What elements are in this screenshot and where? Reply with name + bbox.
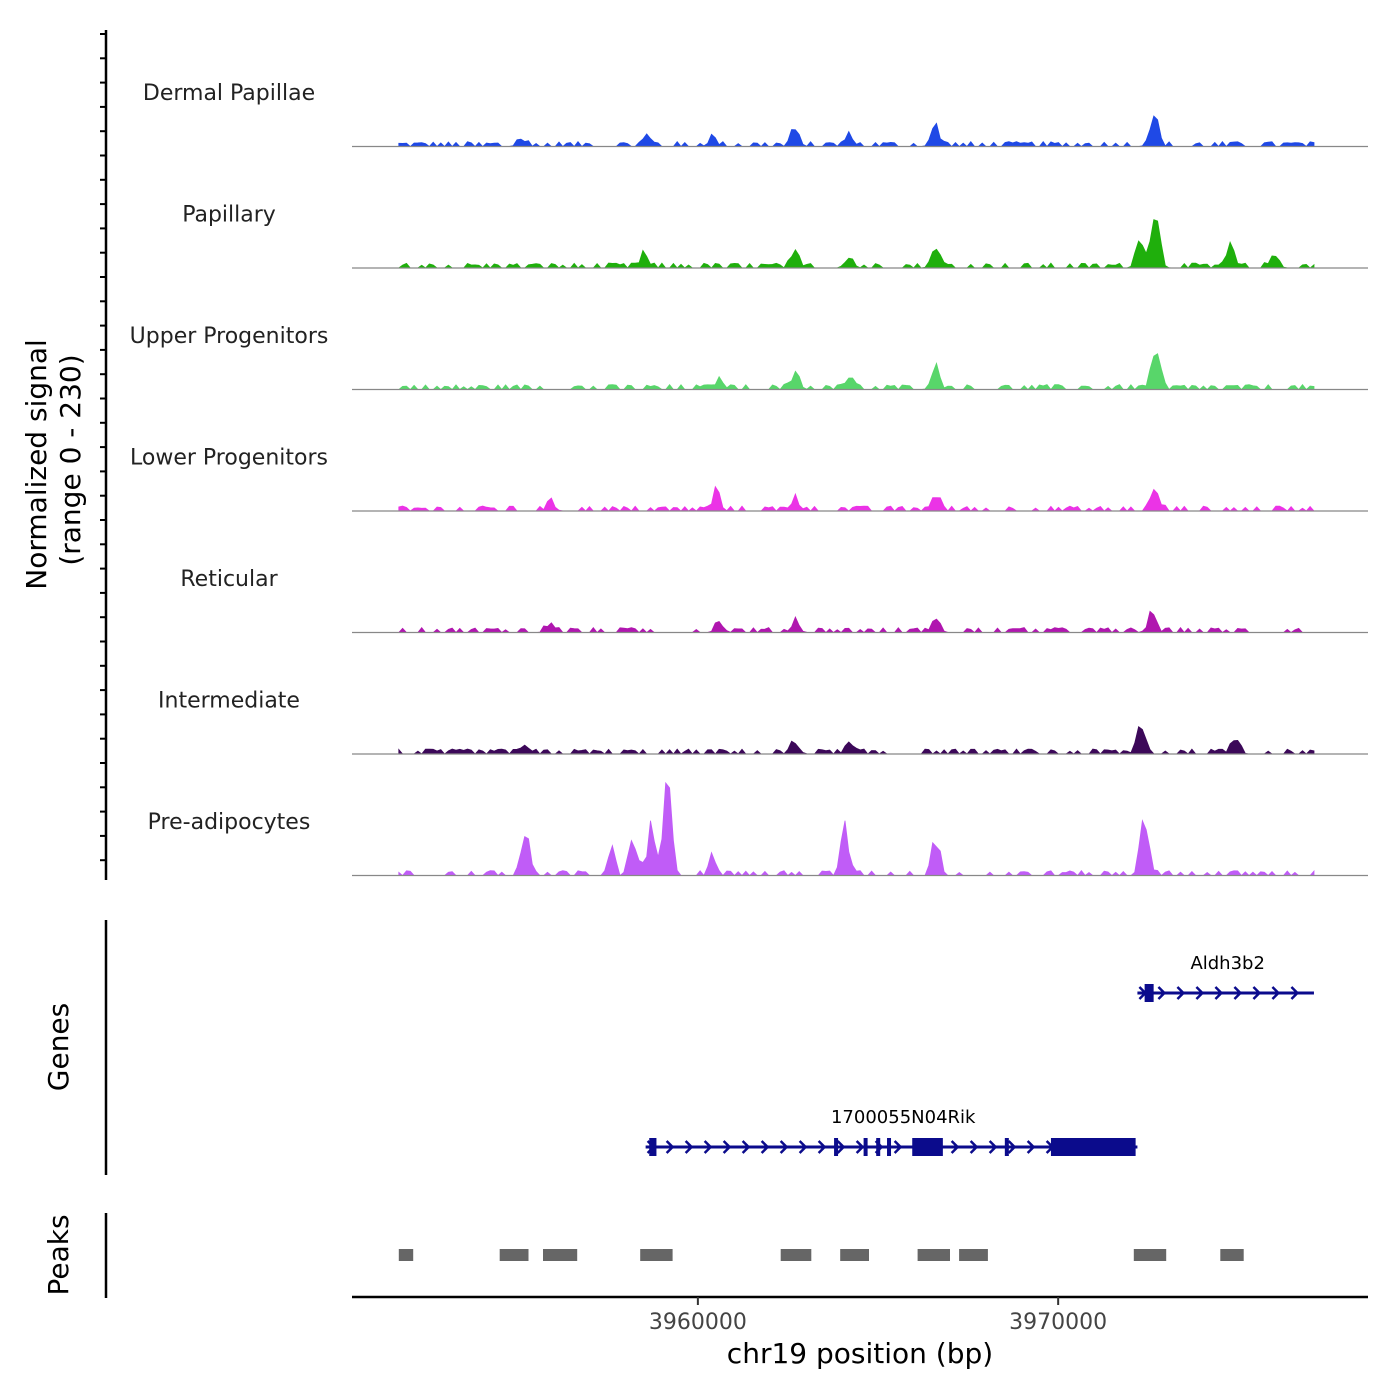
strand-arrow xyxy=(1271,986,1281,1000)
peak-region xyxy=(499,1249,529,1261)
strand-arrow xyxy=(988,1140,998,1154)
strand-arrow xyxy=(665,1140,675,1154)
track-reticular: Reticular xyxy=(180,567,1368,634)
track-pre-adipocytes: Pre-adipocytes xyxy=(148,781,1368,877)
strand-arrow xyxy=(1195,986,1205,1000)
coverage-area xyxy=(398,726,1315,755)
strand-arrow xyxy=(1157,986,1167,1000)
peaks-panel xyxy=(398,1249,1244,1261)
track-intermediate: Intermediate xyxy=(158,689,1368,755)
peak-region xyxy=(1220,1249,1244,1261)
strand-arrow xyxy=(969,1140,979,1154)
track-papillary: Papillary xyxy=(182,203,1368,269)
track-label: Pre-adipocytes xyxy=(148,810,311,835)
exon xyxy=(1050,1138,1136,1156)
strand-arrow xyxy=(741,1140,751,1154)
strand-arrow xyxy=(722,1140,732,1154)
strand-arrow xyxy=(684,1140,694,1154)
strand-arrow xyxy=(1176,986,1186,1000)
strand-arrow xyxy=(1233,986,1243,1000)
coverage-area xyxy=(398,485,1315,512)
track-upper-progenitors: Upper Progenitors xyxy=(130,324,1368,391)
exon xyxy=(1144,984,1154,1002)
gene-aldh3b2: Aldh3b2 xyxy=(1137,953,1314,1002)
strand-arrow xyxy=(1026,1140,1036,1154)
strand-arrow xyxy=(893,1140,903,1154)
strand-arrow xyxy=(1214,986,1224,1000)
exon xyxy=(649,1138,657,1156)
gene-1700055n04rik: 1700055N04Rik xyxy=(645,1107,1138,1156)
track-dermal-papillae: Dermal Papillae xyxy=(143,81,1368,148)
peak-region xyxy=(917,1249,950,1261)
peak-region xyxy=(959,1249,988,1261)
strand-arrow xyxy=(1252,986,1262,1000)
strand-arrow xyxy=(798,1140,808,1154)
peak-region xyxy=(543,1249,578,1261)
strand-arrow xyxy=(817,1140,827,1154)
strand-arrow xyxy=(703,1140,713,1154)
exon xyxy=(863,1138,868,1156)
x-tick-label: 3970000 xyxy=(1009,1310,1107,1335)
strand-arrow xyxy=(950,1140,960,1154)
strand-arrow xyxy=(779,1140,789,1154)
track-label: Upper Progenitors xyxy=(130,324,329,349)
peak-region xyxy=(640,1249,673,1261)
track-label: Lower Progenitors xyxy=(130,446,328,471)
gene-label: 1700055N04Rik xyxy=(831,1107,976,1128)
coverage-area xyxy=(398,115,1315,148)
peak-region xyxy=(780,1249,812,1261)
track-label: Dermal Papillae xyxy=(143,81,315,106)
coverage-area xyxy=(397,353,1315,391)
genes-panel: Aldh3b2 1700055N04Rik xyxy=(645,953,1314,1156)
x-axis-ticks: 3960000 3970000 xyxy=(649,1297,1107,1335)
x-axis-label: chr19 position (bp) xyxy=(727,1337,993,1370)
track-lower-progenitors: Lower Progenitors xyxy=(130,446,1368,512)
y-axis-label: Normalized signal (range 0 - 230) xyxy=(20,330,87,589)
strand-arrow xyxy=(760,1140,770,1154)
peak-region xyxy=(1133,1249,1167,1261)
signal-axis xyxy=(100,30,108,880)
x-tick-label: 3960000 xyxy=(649,1310,747,1335)
exon xyxy=(1004,1138,1009,1156)
peak-region xyxy=(398,1249,414,1261)
coverage-area xyxy=(398,781,1315,877)
genes-axis-label: Genes xyxy=(42,1003,75,1091)
gene-label: Aldh3b2 xyxy=(1190,953,1264,974)
strand-arrow xyxy=(836,1140,846,1154)
exon xyxy=(876,1138,881,1156)
exon xyxy=(834,1138,839,1156)
peak-region xyxy=(840,1249,869,1261)
peaks-axis-label: Peaks xyxy=(42,1214,75,1295)
coverage-tracks: Dermal Papillae Papillary Upper Progenitor… xyxy=(130,81,1368,877)
coverage-area xyxy=(397,219,1315,269)
track-label: Papillary xyxy=(182,203,276,228)
exon xyxy=(912,1138,943,1156)
track-label: Intermediate xyxy=(158,689,300,714)
strand-arrow xyxy=(855,1140,865,1154)
strand-arrow xyxy=(1007,1140,1017,1154)
coverage-area xyxy=(397,610,1314,634)
exon xyxy=(887,1138,892,1156)
strand-arrow xyxy=(1290,986,1300,1000)
track-label: Reticular xyxy=(180,567,278,592)
